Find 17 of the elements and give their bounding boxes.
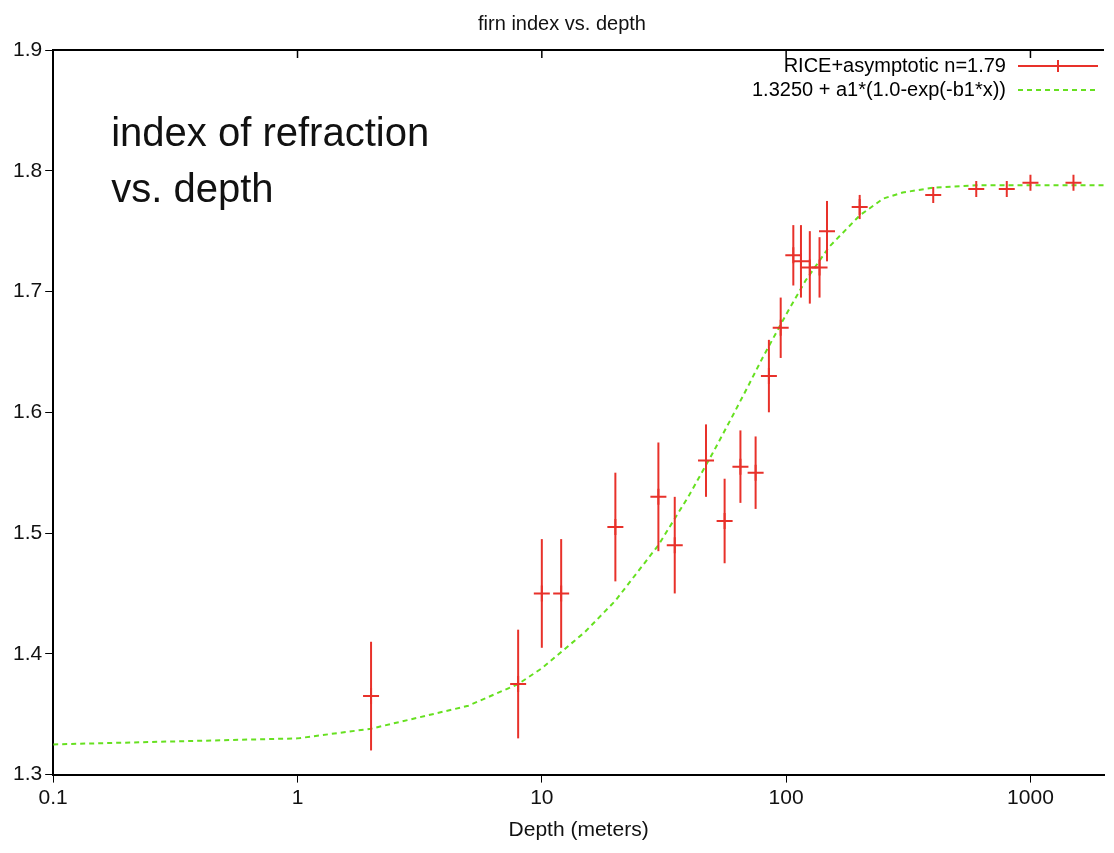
legend-label: RICE+asymptotic n=1.79 — [783, 53, 1006, 76]
annotation: index of refraction vs. depth — [111, 110, 430, 210]
x-tick-label: 1 — [291, 785, 304, 808]
x-tick-label: 10 — [530, 785, 554, 808]
x-tick-label: 0.1 — [38, 785, 68, 808]
x-tick-label: 100 — [768, 785, 804, 808]
y-tick-label: 1.5 — [12, 519, 43, 543]
y-tick-label: 1.7 — [12, 278, 43, 302]
y-tick-label: 1.8 — [12, 157, 43, 181]
x-axis-title: Depth (meters) — [508, 817, 649, 841]
chart-title: firn index vs. depth — [478, 11, 646, 34]
x-tick-label: 1000 — [1007, 785, 1054, 808]
y-tick-label: 1.4 — [12, 640, 43, 664]
legend-label: 1.3250 + a1*(1.0-exp(-b1*x)) — [751, 77, 1006, 100]
y-tick-label: 1.6 — [12, 399, 43, 423]
y-tick-label: 1.9 — [12, 36, 43, 60]
y-tick-label: 1.3 — [12, 761, 43, 785]
